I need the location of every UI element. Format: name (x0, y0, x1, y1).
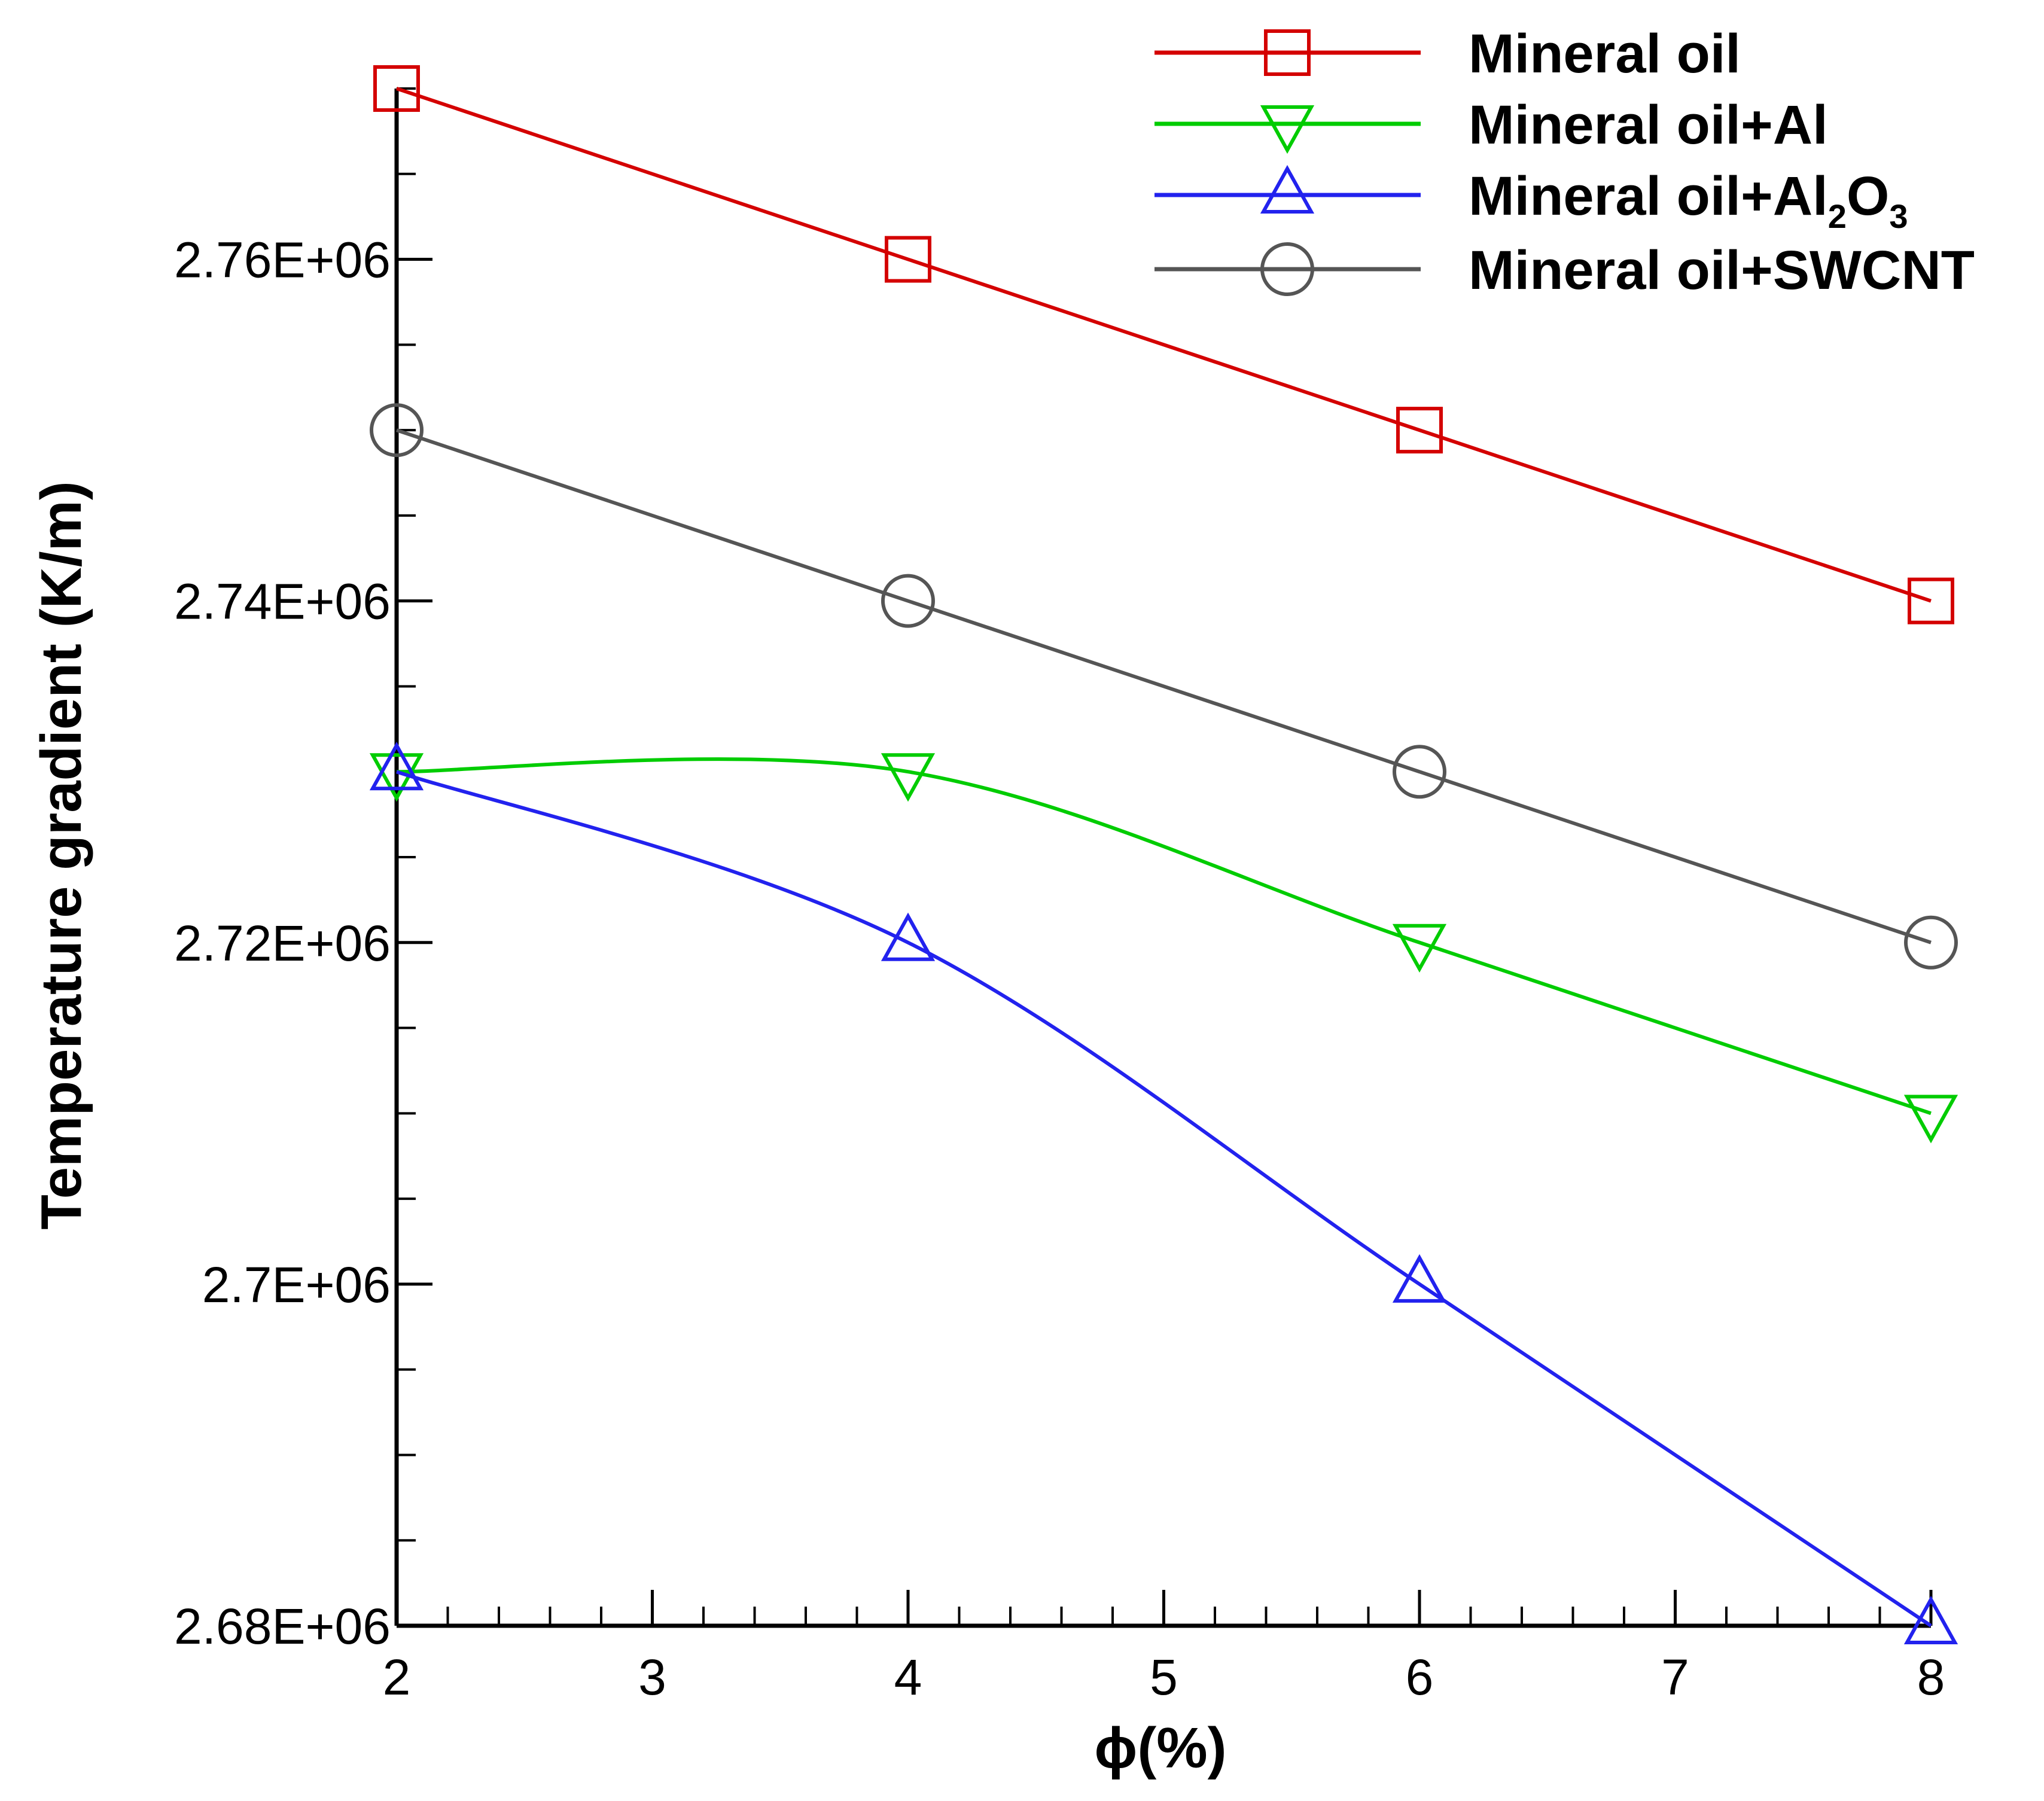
y-tick-label: 2.76E+06 (174, 232, 391, 288)
axes (394, 89, 1931, 1628)
series-line (396, 757, 1932, 1116)
legend-entry: Mineral oil+Al2O3 (1154, 164, 1908, 235)
series-line (396, 770, 1932, 1628)
series-mineral-oil-al2o3 (369, 742, 1958, 1644)
legend-marker (1264, 29, 1311, 76)
legend-label: Mineral oil+SWCNT (1469, 240, 1975, 301)
legend-entry: Mineral oil (1154, 23, 1741, 84)
legend-label: Mineral oil+Al (1469, 95, 1828, 156)
legend-label: Mineral oil (1469, 23, 1741, 84)
y-axis-title: Temperature gradient (K/m) (29, 481, 93, 1230)
data-point (881, 753, 936, 802)
series-line (396, 428, 1932, 944)
y-tick-label: 2.68E+06 (174, 1598, 391, 1654)
data-point (370, 403, 424, 458)
series-group (369, 65, 1958, 1644)
x-axis-title: ϕ(%) (1094, 1716, 1226, 1780)
data-point (885, 236, 931, 283)
data-point (1393, 745, 1446, 799)
data-point (881, 912, 936, 961)
data-point (1392, 924, 1447, 973)
x-tick-label: 8 (1917, 1649, 1945, 1705)
x-tick-label: 4 (894, 1649, 922, 1705)
x-tick-label: 6 (1406, 1649, 1434, 1705)
legend-marker (1260, 105, 1315, 154)
legend-label: Mineral oil+Al2O3 (1469, 166, 1908, 235)
legend-marker (1260, 164, 1315, 214)
data-point (1904, 915, 1958, 970)
series-mineral-oil-swcnt (370, 403, 1958, 970)
x-tick-label: 2 (383, 1649, 411, 1705)
legend-marker (1260, 242, 1314, 296)
series-mineral-oil-al (369, 753, 1958, 1144)
y-tick-label: 2.74E+06 (174, 574, 391, 630)
legend-entry: Mineral oil+SWCNT (1154, 240, 1975, 301)
data-point (369, 742, 424, 791)
data-point (1908, 577, 1954, 624)
data-point (1392, 1254, 1447, 1303)
legend: Mineral oil Mineral oil+Al Mineral oil+Al2… (1154, 23, 1975, 301)
data-point (1903, 1595, 1958, 1644)
y-tick-label: 2.72E+06 (174, 915, 391, 971)
data-point (1903, 1095, 1958, 1144)
data-point (881, 574, 935, 628)
x-tick-label: 7 (1661, 1649, 1689, 1705)
ticks: 2 3 4 5 6 7 8 2.68E+06 2.7E+06 2.72E+06 2.74E+06 2.… (174, 87, 1945, 1705)
x-tick-label: 5 (1150, 1649, 1178, 1705)
y-tick-label: 2.7E+06 (202, 1257, 391, 1313)
series-mineral-oil (373, 65, 1954, 624)
data-point (1396, 407, 1443, 454)
legend-entry: Mineral oil+Al (1154, 95, 1828, 156)
data-point (373, 65, 420, 112)
x-tick-label: 3 (638, 1649, 666, 1705)
series-line (396, 87, 1932, 603)
